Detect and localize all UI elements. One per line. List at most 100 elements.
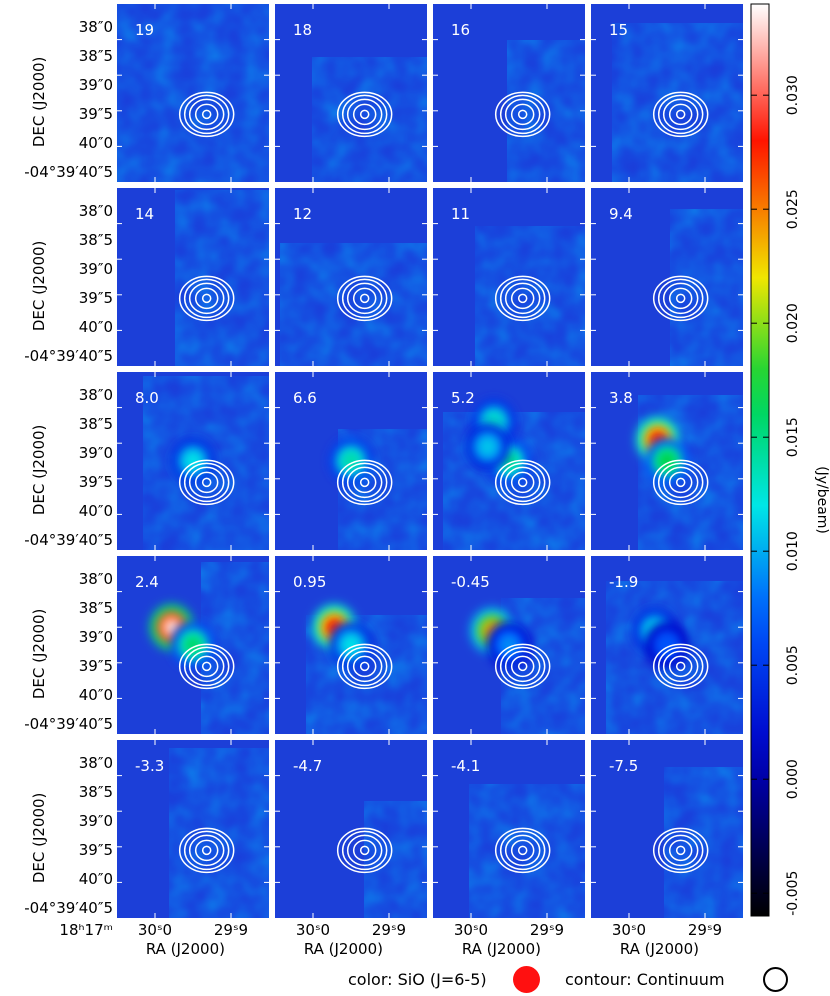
channel-panel: -7.5	[591, 740, 743, 918]
colorbar-tick-label: 0.020	[785, 303, 801, 343]
y-tick-label: 38″0	[79, 18, 113, 36]
continuum-contour	[662, 466, 699, 499]
continuum-contour	[336, 459, 393, 506]
continuum-contour	[201, 109, 212, 120]
channel-panel: 0.95	[275, 556, 427, 734]
noise-layer	[169, 748, 269, 918]
y-tick-label: 40″0	[79, 686, 113, 704]
channel-panel: 11	[433, 188, 585, 366]
continuum-contour	[517, 845, 528, 856]
y-tick-label: 38″0	[79, 386, 113, 404]
velocity-label: 12	[293, 205, 312, 223]
continuum-contour	[517, 477, 528, 488]
continuum-contour	[494, 459, 551, 506]
continuum-contour	[178, 275, 235, 322]
continuum-contour	[359, 293, 370, 304]
x-axis-title: RA (J2000)	[304, 940, 383, 958]
channel-panel: 16	[433, 4, 585, 182]
y-axis-title: DEC (J2000)	[30, 793, 48, 884]
colorbar-tick-label: 0.030	[785, 75, 801, 115]
velocity-label: 3.8	[609, 389, 633, 407]
continuum-contour	[346, 98, 383, 131]
continuum-contour	[178, 827, 235, 874]
velocity-label: 5.2	[451, 389, 475, 407]
y-tick-label: -04°39′40″5	[24, 715, 113, 733]
x-tick-label: 29ˢ9	[214, 921, 248, 939]
continuum-contour	[668, 287, 693, 310]
y-tick-label: 38″0	[79, 202, 113, 220]
continuum-contour	[194, 287, 219, 310]
y-tick-label: 38″0	[79, 570, 113, 588]
noise-layer	[475, 226, 585, 366]
continuum-contour	[668, 103, 693, 126]
y-tick-label: 39″5	[79, 657, 113, 675]
colorbar-tick-label: 0.010	[785, 531, 801, 571]
channel-panel: 3.8	[591, 372, 743, 550]
continuum-contour	[504, 98, 541, 131]
continuum-contour	[183, 278, 230, 319]
continuum-contour	[352, 287, 377, 310]
continuum-contour	[346, 466, 383, 499]
channel-panel: 2.4	[117, 556, 269, 734]
continuum-contour	[188, 466, 225, 499]
continuum-contour	[194, 655, 219, 678]
x-tick-label: 30ˢ0	[296, 921, 330, 939]
y-tick-label: 39″0	[79, 76, 113, 94]
y-tick-label: -04°39′40″5	[24, 163, 113, 181]
channel-panel: -4.1	[433, 740, 585, 918]
continuum-contour	[652, 275, 709, 322]
continuum-contour	[194, 839, 219, 862]
continuum-contour	[336, 827, 393, 874]
continuum-contour	[183, 94, 230, 135]
channel-panel: -3.3	[117, 740, 269, 918]
continuum-contour	[510, 655, 535, 678]
y-tick-label: 39″0	[79, 628, 113, 646]
continuum-contour	[657, 462, 704, 503]
y-tick-label: 39″5	[79, 105, 113, 123]
y-tick-label: 39″0	[79, 260, 113, 278]
velocity-label: 11	[451, 205, 470, 223]
continuum-contour	[341, 830, 388, 871]
y-tick-label: -04°39′40″5	[24, 347, 113, 365]
continuum-contour	[662, 650, 699, 683]
noise-layer	[612, 23, 743, 182]
continuum-contour	[662, 834, 699, 867]
channel-panel: -4.7	[275, 740, 427, 918]
continuum-contour	[336, 275, 393, 322]
continuum-contour	[499, 830, 546, 871]
continuum-contour	[183, 646, 230, 687]
continuum-contour	[504, 466, 541, 499]
continuum-contour	[675, 845, 686, 856]
continuum-contour	[675, 477, 686, 488]
channel-panel: 6.6	[275, 372, 427, 550]
continuum-contour	[346, 834, 383, 867]
continuum-contour	[510, 287, 535, 310]
colorbar-tick-label: -0.005	[785, 871, 801, 916]
continuum-contour	[517, 109, 528, 120]
y-tick-label: 38″5	[79, 783, 113, 801]
y-axis-title: DEC (J2000)	[30, 609, 48, 700]
noise-layer	[664, 767, 743, 918]
colorbar-tick-label: 0.000	[785, 759, 801, 799]
velocity-label: 6.6	[293, 389, 317, 407]
y-tick-label: 38″5	[79, 415, 113, 433]
continuum-contour	[652, 643, 709, 690]
continuum-contour	[499, 646, 546, 687]
x-tick-prefix: 18ʰ17ᵐ	[59, 921, 113, 939]
continuum-contour	[657, 646, 704, 687]
continuum-contour	[662, 282, 699, 315]
continuum-contour	[201, 661, 212, 672]
continuum-contour	[504, 282, 541, 315]
x-axis-title: RA (J2000)	[462, 940, 541, 958]
continuum-contour	[201, 477, 212, 488]
continuum-contour	[194, 103, 219, 126]
channel-panels: 19 18 16 15 14 12 11 9.4 8.0 6.6 5.2 3.8 2.4 0.95 -0.4…	[117, 4, 743, 918]
velocity-label: 15	[609, 21, 628, 39]
velocity-label: -7.5	[609, 757, 638, 775]
x-tick-label: 30ˢ0	[454, 921, 488, 939]
continuum-contour	[668, 655, 693, 678]
y-tick-label: 38″5	[79, 231, 113, 249]
velocity-label: 18	[293, 21, 312, 39]
y-tick-label: 39″0	[79, 444, 113, 462]
colorbar-tick-label: 0.025	[785, 189, 801, 229]
